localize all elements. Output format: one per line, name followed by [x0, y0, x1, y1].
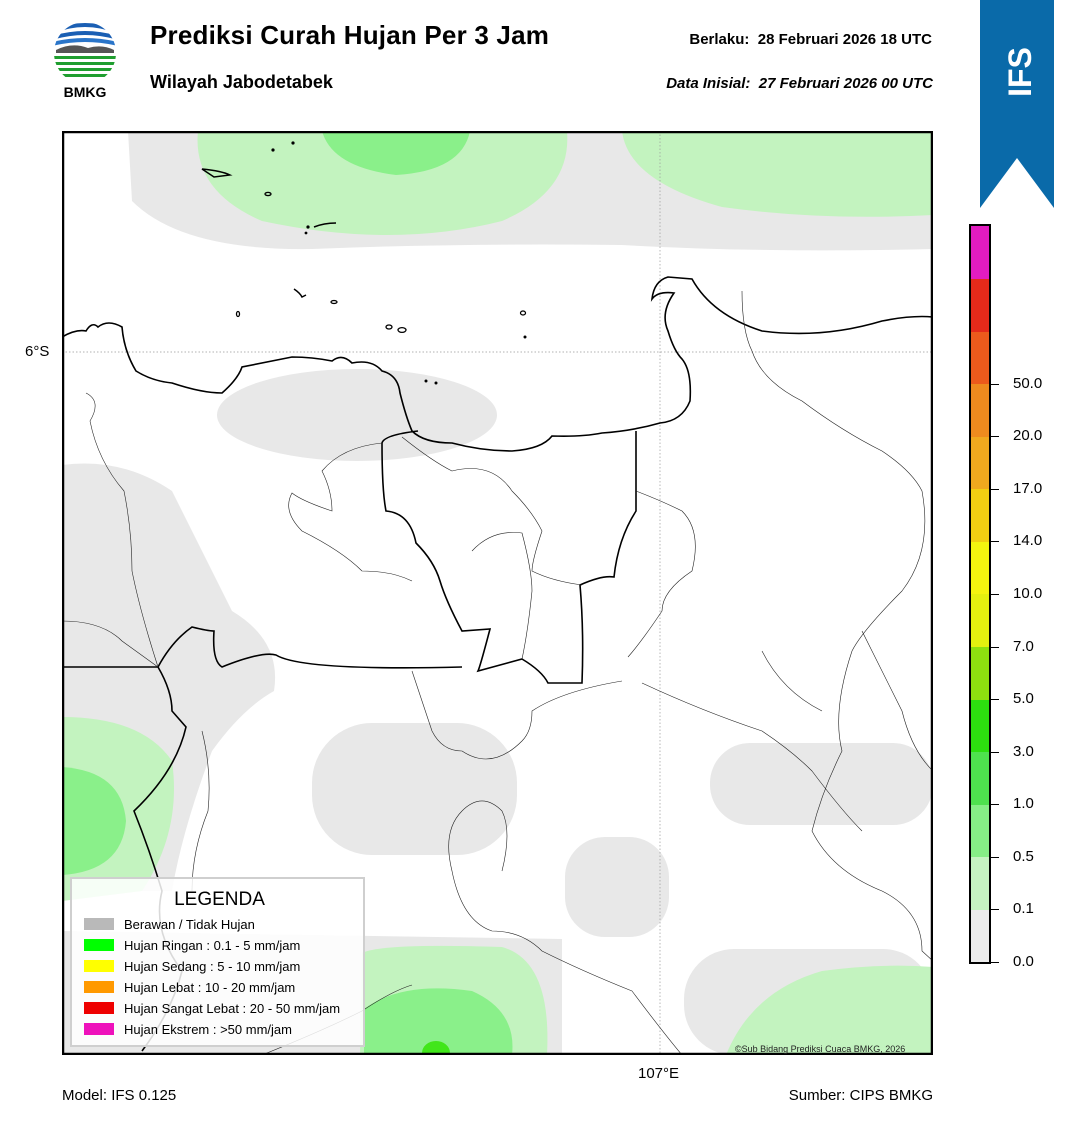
latitude-label: 6°S [25, 343, 50, 360]
colorbar-label: 0.1 [1013, 900, 1034, 918]
colorbar-tick [991, 383, 999, 385]
colorbar-label: 50.0 [1013, 374, 1043, 392]
colorbar-label: 14.0 [1013, 532, 1043, 550]
colorbar-tick [991, 646, 999, 648]
model-info: Model: IFS 0.125 [62, 1087, 177, 1104]
bmkg-logo-icon [54, 22, 116, 84]
colorbar-tick [991, 856, 999, 858]
legend-label: Berawan / Tidak Hujan [124, 916, 255, 932]
colorbar-tick [991, 541, 999, 543]
colorbar-segment [971, 909, 989, 963]
colorbar-segment [971, 751, 989, 805]
legend-title: LEGENDA [174, 889, 265, 910]
map-legend: LEGENDA Berawan / Tidak Hujan Hujan Ringa… [70, 877, 365, 1047]
colorbar-label: 1.0 [1013, 795, 1034, 813]
legend-item: Hujan Ringan : 0.1 - 5 mm/jam [84, 936, 300, 954]
rainfall-map [62, 131, 933, 1055]
legend-item: Hujan Sangat Lebat : 20 - 50 mm/jam [84, 999, 340, 1017]
legend-label: Hujan Ringan : 0.1 - 5 mm/jam [124, 937, 301, 953]
colorbar-label: 7.0 [1013, 637, 1034, 655]
colorbar-tick [991, 436, 999, 438]
colorbar-segment [971, 488, 989, 542]
colorbar-label: 0.5 [1013, 847, 1034, 865]
ifs-banner-text: IFS [1001, 47, 1038, 97]
colorbar-segment [971, 804, 989, 858]
colorbar-label: 3.0 [1013, 742, 1034, 760]
colorbar-tick [991, 751, 999, 753]
colorbar-segment [971, 331, 989, 385]
init-label: Data Inisial: [666, 75, 751, 92]
colorbar-tick [991, 962, 999, 963]
colorbar-label: 5.0 [1013, 690, 1034, 708]
logo-text: BMKG [63, 84, 107, 100]
colorbar-segment [971, 226, 989, 280]
data-source: Sumber: CIPS BMKG [788, 1087, 933, 1104]
colorbar-segment [971, 856, 989, 910]
ifs-banner [980, 0, 1054, 208]
colorbar-tick [991, 909, 999, 911]
colorbar-tick [991, 699, 999, 701]
legend-item: Hujan Sedang : 5 - 10 mm/jam [84, 957, 300, 975]
valid-time: Berlaku: 28 Februari 2026 18 UTC [689, 31, 932, 48]
init-time: Data Inisial: 27 Februari 2026 00 UTC [666, 75, 933, 92]
colorbar-label: 20.0 [1013, 427, 1043, 445]
colorbar-segment [971, 278, 989, 332]
legend-item: Hujan Lebat : 10 - 20 mm/jam [84, 978, 295, 996]
colorbar-segment [971, 436, 989, 490]
valid-label: Berlaku: [689, 31, 750, 48]
colorbar-tick [991, 594, 999, 595]
colorbar-label: 10.0 [1013, 585, 1043, 602]
page-title: Prediksi Curah Hujan Per 3 Jam [150, 20, 550, 50]
colorbar-tick [991, 804, 999, 806]
legend-label: Hujan Sedang : 5 - 10 mm/jam [124, 958, 301, 974]
legend-label: Hujan Lebat : 10 - 20 mm/jam [124, 979, 296, 995]
colorbar-segment [971, 383, 989, 437]
legend-swatch [84, 1002, 114, 1014]
legend-swatch [84, 939, 114, 951]
colorbar-label: 17.0 [1013, 479, 1043, 497]
map-copyright: ©Sub Bidang Prediksi Cuaca BMKG, 2026 [735, 1044, 906, 1054]
colorbar-segment [971, 699, 989, 753]
init-value: 27 Februari 2026 00 UTC [758, 75, 933, 92]
colorbar-tick [991, 488, 999, 490]
legend-swatch [84, 918, 114, 930]
legend-swatch [84, 981, 114, 993]
colorbar-label: 0.0 [1013, 953, 1034, 970]
legend-label: Hujan Ekstrem : >50 mm/jam [124, 1021, 292, 1037]
legend-item: Hujan Ekstrem : >50 mm/jam [84, 1020, 292, 1038]
colorbar-segment [971, 646, 989, 700]
colorbar-segment [971, 541, 989, 595]
page-subtitle: Wilayah Jabodetabek [150, 72, 333, 92]
legend-swatch [84, 960, 114, 972]
legend-item: Berawan / Tidak Hujan [84, 915, 255, 933]
longitude-label: 107°E [638, 1065, 680, 1082]
legend-label: Hujan Sangat Lebat : 20 - 50 mm/jam [124, 1000, 341, 1016]
valid-value: 28 Februari 2026 18 UTC [757, 31, 932, 48]
colorbar-segment [971, 594, 989, 648]
legend-swatch [84, 1023, 114, 1035]
colorbar [969, 224, 991, 964]
